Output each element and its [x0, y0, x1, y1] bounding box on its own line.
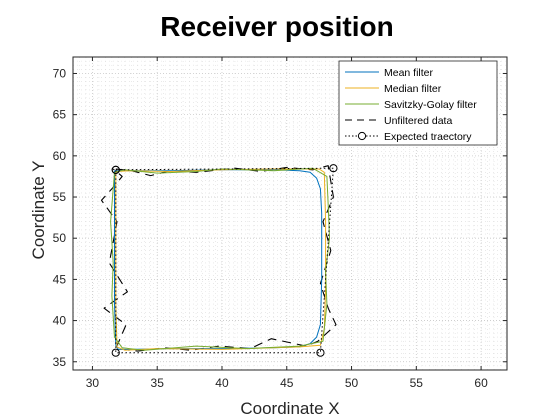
plot-box	[72, 56, 508, 371]
chart-title: Receiver position	[160, 11, 393, 42]
series-line-savitzky-golay-filter	[110, 167, 330, 351]
legend-label-expected-traectory: Expected traectory	[384, 131, 472, 143]
y-tick-label: 65	[53, 108, 67, 122]
series-line-unfiltered-data	[100, 165, 337, 352]
y-axis-label: Coordinate Y	[29, 161, 48, 260]
expected-trajectory-marker	[316, 348, 325, 357]
y-tick-label: 60	[53, 149, 67, 163]
x-tick-label: 50	[345, 376, 359, 390]
x-tick-label: 30	[86, 376, 100, 390]
y-tick-label: 40	[53, 314, 67, 328]
y-tick-label: 70	[53, 66, 67, 80]
y-tick-label: 45	[53, 272, 67, 286]
ticks-layer: 30 35 40 45 50 55 60 35 40 45 50 55 60 65 70	[53, 57, 507, 390]
series-line-median-filter	[115, 168, 327, 351]
x-tick-label: 60	[474, 376, 488, 390]
expected-trajectory-marker	[111, 165, 120, 174]
y-tick-label: 55	[53, 190, 67, 204]
legend-label-unfiltered-data: Unfiltered data	[384, 115, 452, 127]
expected-trajectory-marker	[329, 164, 338, 173]
y-tick-label: 50	[53, 231, 67, 245]
legend-marker	[357, 131, 367, 141]
x-tick-label: 35	[151, 376, 165, 390]
expected-trajectory-marker	[111, 348, 120, 357]
series-line-expected-traectory	[115, 167, 334, 354]
legend-label-savitzky-golay-filter: Savitzky-Golay filter	[384, 99, 477, 111]
legend-label-mean-filter: Mean filter	[384, 67, 434, 79]
legend: Mean filter Median filter Savitzky-Golay f…	[338, 60, 498, 146]
x-tick-label: 40	[215, 376, 229, 390]
y-tick-label: 35	[53, 355, 67, 369]
x-tick-label: 55	[410, 376, 424, 390]
grid-layer	[72, 56, 508, 371]
legend-box	[338, 60, 498, 146]
legend-label-median-filter: Median filter	[384, 83, 442, 95]
x-tick-label: 45	[280, 376, 294, 390]
series-layer	[100, 164, 338, 357]
x-axis-label: Coordinate X	[240, 399, 339, 418]
series-line-mean-filter	[114, 169, 323, 350]
